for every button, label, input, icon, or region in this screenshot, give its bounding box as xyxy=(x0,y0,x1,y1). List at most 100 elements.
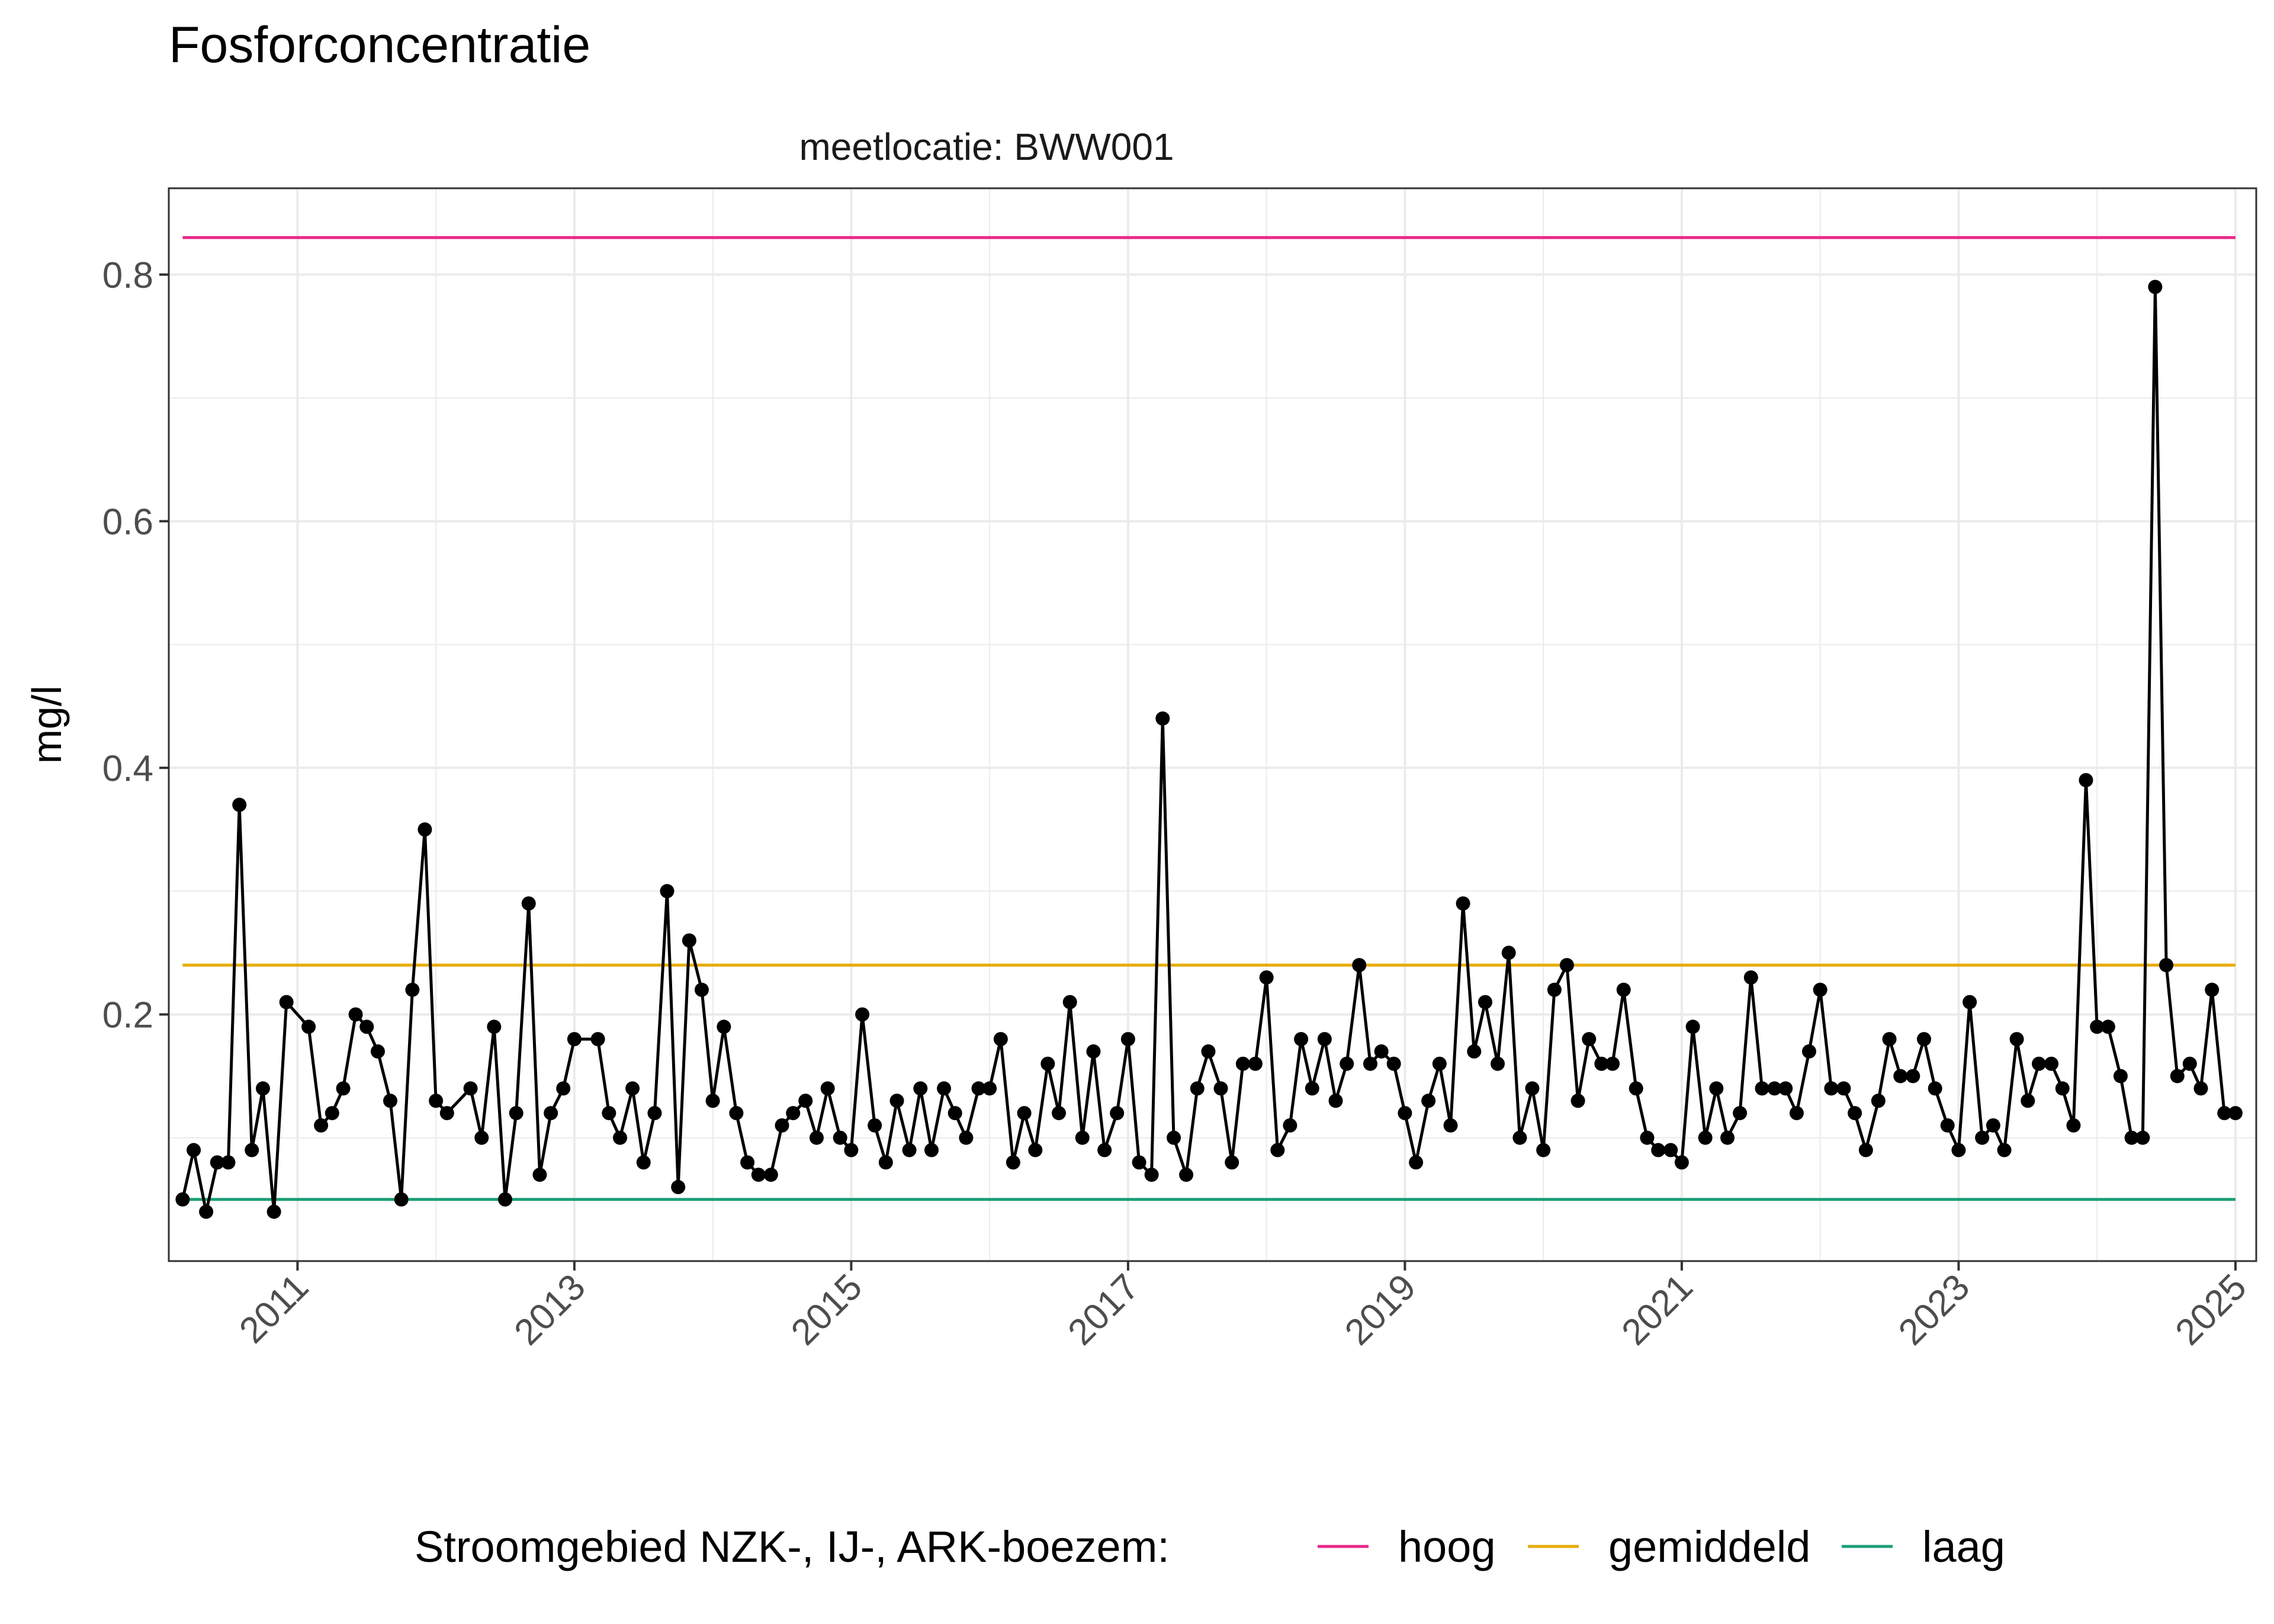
data-point xyxy=(463,1081,478,1096)
data-point xyxy=(1512,1130,1527,1145)
data-point xyxy=(1743,970,1758,985)
data-point xyxy=(1928,1081,1942,1096)
data-point xyxy=(1720,1130,1735,1145)
data-point xyxy=(1340,1056,1354,1071)
data-point xyxy=(1097,1143,1112,1157)
legend-title: Stroomgebied NZK-, IJ-, ARK-boezem: xyxy=(415,1522,1170,1571)
x-tick-label: 2011 xyxy=(232,1266,316,1351)
data-point xyxy=(487,1020,502,1034)
data-point xyxy=(567,1032,582,1047)
data-point xyxy=(2090,1020,2105,1034)
data-point xyxy=(1305,1081,1319,1096)
data-series xyxy=(175,279,2243,1219)
data-point xyxy=(868,1118,882,1133)
data-point xyxy=(348,1007,363,1022)
data-point xyxy=(751,1168,766,1182)
data-point xyxy=(1801,1044,1816,1059)
x-tick-label: 2015 xyxy=(783,1266,870,1353)
data-point xyxy=(314,1118,329,1133)
data-point xyxy=(937,1081,952,1096)
data-point xyxy=(2100,1020,2115,1034)
data-point xyxy=(1767,1081,1782,1096)
y-tick-label: 0.2 xyxy=(102,995,153,1035)
data-point xyxy=(647,1106,662,1121)
data-point xyxy=(902,1143,917,1157)
data-point xyxy=(2159,958,2174,973)
data-point xyxy=(1398,1106,1412,1121)
data-point xyxy=(2170,1069,2185,1083)
data-point xyxy=(279,995,294,1009)
data-point xyxy=(1235,1056,1250,1071)
data-point xyxy=(1536,1143,1551,1157)
data-point xyxy=(1709,1081,1724,1096)
data-point xyxy=(1259,970,1274,985)
legend-label-gemiddeld: gemiddeld xyxy=(1608,1522,1810,1571)
x-tick-label: 2013 xyxy=(506,1266,593,1353)
data-point xyxy=(1294,1032,1309,1047)
data-point xyxy=(1086,1044,1101,1059)
data-point xyxy=(1893,1069,1908,1083)
data-point xyxy=(1155,711,1170,726)
data-point xyxy=(682,933,696,948)
data-point xyxy=(1616,982,1631,997)
data-point xyxy=(729,1106,744,1121)
data-point xyxy=(1352,958,1367,973)
data-point xyxy=(2032,1056,2047,1071)
data-point xyxy=(889,1094,904,1108)
data-point xyxy=(959,1130,974,1145)
data-point xyxy=(1017,1106,1032,1121)
data-point xyxy=(1824,1081,1839,1096)
data-point xyxy=(429,1094,444,1108)
x-tick-label: 2023 xyxy=(1891,1266,1977,1353)
plot-panel-background xyxy=(169,188,2256,1261)
data-point xyxy=(2079,773,2093,787)
data-point xyxy=(1986,1118,2000,1133)
data-point xyxy=(2021,1094,2035,1108)
facet-label: meetlocatie: BWW001 xyxy=(799,126,1174,168)
data-point xyxy=(2009,1032,2024,1047)
data-point xyxy=(1120,1032,1135,1047)
data-point xyxy=(1190,1081,1205,1096)
data-point xyxy=(210,1155,224,1170)
y-tick-label: 0.4 xyxy=(102,748,153,789)
data-point xyxy=(2182,1056,2197,1071)
data-point xyxy=(417,822,432,837)
data-point xyxy=(613,1130,628,1145)
data-point xyxy=(1501,946,1516,960)
data-point xyxy=(1951,1143,1966,1157)
data-point xyxy=(1685,1020,1700,1034)
data-point xyxy=(474,1130,489,1145)
data-point xyxy=(671,1180,686,1195)
data-point xyxy=(1570,1094,1585,1108)
data-point xyxy=(993,1032,1008,1047)
data-point xyxy=(1594,1056,1609,1071)
data-point xyxy=(636,1155,651,1170)
data-point xyxy=(532,1168,547,1182)
data-point xyxy=(1559,958,1574,973)
data-point xyxy=(232,797,247,812)
data-point xyxy=(1997,1143,2012,1157)
y-axis-label: mg/l xyxy=(24,686,70,764)
data-point xyxy=(1432,1056,1447,1071)
data-point xyxy=(798,1094,813,1108)
data-point xyxy=(1201,1044,1216,1059)
data-point xyxy=(775,1118,789,1133)
data-point xyxy=(1110,1106,1125,1121)
data-point xyxy=(2148,279,2163,294)
data-point xyxy=(1789,1106,1804,1121)
data-point xyxy=(2135,1130,2150,1145)
data-point xyxy=(439,1106,454,1121)
data-point xyxy=(1663,1143,1678,1157)
data-point xyxy=(394,1192,409,1207)
data-point xyxy=(1132,1155,1146,1170)
legend-label-laag: laag xyxy=(1922,1522,2005,1571)
data-point xyxy=(660,884,675,899)
data-point xyxy=(1225,1155,1239,1170)
x-tick-label: 2021 xyxy=(1614,1266,1700,1353)
data-point xyxy=(1363,1056,1377,1071)
data-point xyxy=(820,1081,835,1096)
data-point xyxy=(1836,1081,1851,1096)
data-point xyxy=(1421,1094,1436,1108)
data-point xyxy=(717,1020,731,1034)
